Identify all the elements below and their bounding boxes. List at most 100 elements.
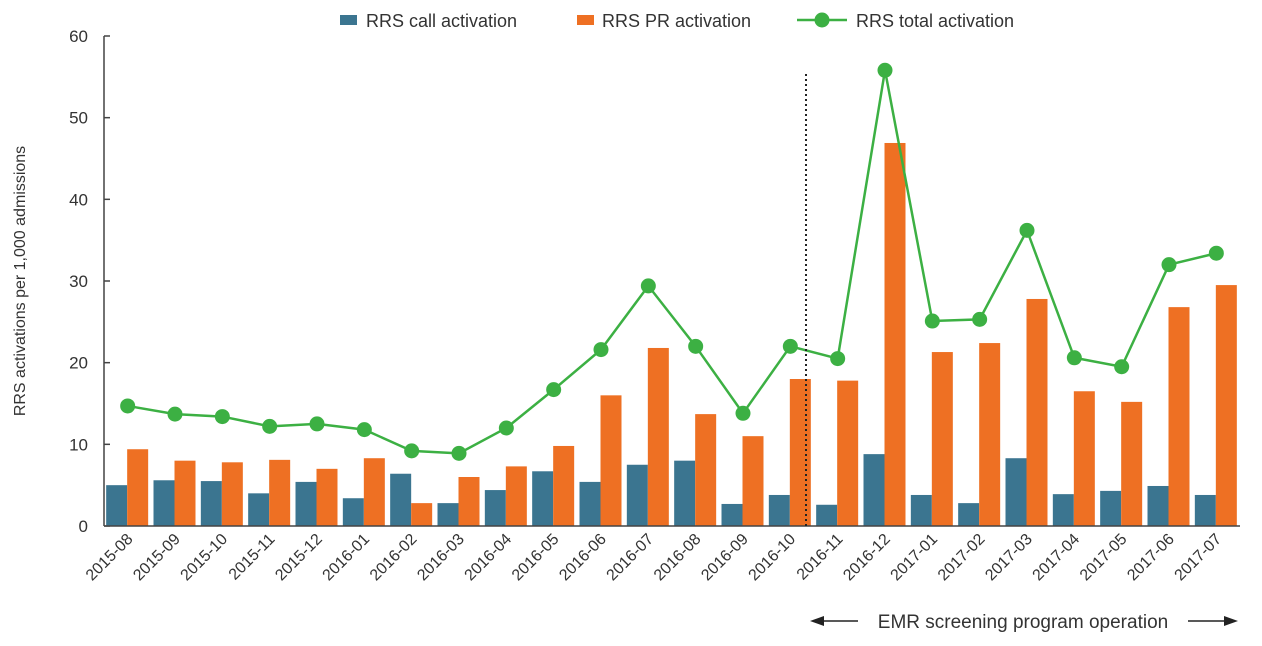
program-arrow-left: [810, 616, 858, 626]
legend-label-call: RRS call activation: [366, 11, 517, 31]
total-activation-point: [498, 420, 514, 436]
total-activation-point: [640, 278, 656, 294]
call-activation-bar: [1052, 494, 1074, 526]
x-tick-label: 2016-06: [556, 531, 610, 585]
program-annotation: EMR screening program operation: [878, 612, 1168, 633]
x-tick-label: 2016-01: [320, 531, 374, 585]
pr-activation-bar: [600, 395, 622, 526]
x-tick-label: 2017-06: [1124, 531, 1178, 585]
total-activation-point: [1208, 245, 1224, 261]
x-tick-label: 2016-03: [414, 531, 468, 585]
total-activation-point: [972, 311, 988, 327]
pr-activation-bar: [221, 462, 243, 526]
total-activation-point: [167, 406, 183, 422]
total-activation-point: [451, 445, 467, 461]
pr-activation-bar: [742, 436, 764, 526]
call-activation-bar: [532, 471, 554, 526]
total-activation-point: [546, 382, 562, 398]
pr-activation-bar: [1026, 298, 1048, 526]
x-tick-label: 2016-07: [604, 531, 658, 585]
total-activation-point: [262, 418, 278, 434]
x-tick-label: 2016-12: [840, 531, 894, 585]
pr-activation-bar: [647, 347, 669, 526]
x-tick-label: 2015-12: [272, 531, 326, 585]
call-activation-bar: [1100, 490, 1122, 526]
legend-label-total: RRS total activation: [856, 11, 1014, 31]
call-activation-bar: [484, 490, 506, 526]
pr-activation-bar: [269, 459, 291, 526]
total-activation-point: [782, 338, 798, 354]
pr-activation-bar: [884, 142, 906, 526]
call-activation-bar: [437, 503, 459, 526]
pr-activation-bar: [1215, 285, 1237, 526]
call-activation-bar: [721, 503, 743, 526]
call-activation-bar: [1005, 458, 1027, 526]
y-tick-label: 10: [69, 435, 88, 454]
x-tick-label: 2017-04: [1030, 531, 1084, 585]
pr-activation-bar: [1073, 391, 1095, 526]
call-activation-bar: [910, 494, 932, 526]
call-activation-bar: [626, 464, 648, 526]
total-activation-point: [404, 443, 420, 459]
call-activation-bar: [200, 481, 222, 526]
y-tick-label: 20: [69, 354, 88, 373]
x-tick-label: 2015-10: [178, 531, 232, 585]
pr-activation-bar: [505, 466, 527, 526]
total-activation-point: [1161, 257, 1177, 273]
total-activation-line: [127, 70, 1217, 455]
call-activation-bar: [768, 494, 790, 526]
x-tick-label: 2017-01: [888, 531, 942, 585]
x-tick-label: 2015-11: [226, 531, 279, 584]
x-tick-label: 2016-10: [746, 531, 800, 585]
legend-swatch-call: [340, 15, 357, 25]
legend-swatch-total-point: [814, 12, 830, 28]
total-activation-point: [309, 416, 325, 432]
pr-activation-bar: [1168, 307, 1190, 526]
y-tick-label: 0: [79, 517, 88, 536]
call-activation-bar: [295, 481, 317, 526]
pr-activation-bar: [316, 468, 338, 526]
total-activation-point: [356, 422, 372, 438]
x-tick-label: 2017-05: [1077, 531, 1131, 585]
pr-activation-bar: [931, 352, 953, 526]
y-tick-label: 50: [69, 109, 88, 128]
total-activation-point: [1019, 222, 1035, 238]
pr-activation-bar: [127, 449, 149, 526]
pr-activation-bar: [411, 503, 433, 526]
call-activation-bar: [958, 503, 980, 526]
total-activation-point: [877, 62, 893, 78]
total-activation-point: [830, 351, 846, 367]
total-activation-point: [735, 405, 751, 421]
x-tick-label: 2016-02: [367, 531, 421, 585]
call-activation-bar: [579, 481, 601, 526]
x-tick-label: 2015-09: [130, 531, 184, 585]
total-activation-point: [1066, 350, 1082, 366]
total-activation-point: [924, 313, 940, 329]
pr-activation-bar: [553, 445, 575, 526]
x-tick-label: 2015-08: [83, 531, 137, 585]
call-activation-bar: [863, 454, 885, 526]
call-activation-bar: [1194, 494, 1216, 526]
legend-swatch-pr: [577, 15, 594, 25]
call-activation-bar: [674, 460, 696, 526]
x-axis: 2015-082015-092015-102015-112015-122016-…: [83, 525, 1240, 585]
pr-activation-bar: [1121, 401, 1143, 526]
legend-label-pr: RRS PR activation: [602, 11, 751, 31]
total-activation-point: [214, 409, 230, 425]
call-activation-bar: [816, 504, 838, 526]
total-activation-point: [1114, 359, 1130, 375]
y-tick-label: 40: [69, 190, 88, 209]
y-axis-label: RRS activations per 1,000 admissions: [12, 146, 29, 416]
call-activation-bar: [248, 493, 270, 526]
pr-activation-bar: [174, 460, 196, 526]
pr-activation-bar: [837, 380, 859, 526]
call-activation-bar: [390, 473, 412, 526]
pr-activation-bar: [363, 458, 385, 526]
x-tick-label: 2016-11: [794, 531, 847, 584]
pr-activation-bar: [789, 379, 811, 526]
y-tick-label: 60: [69, 27, 88, 46]
x-tick-label: 2016-08: [651, 531, 705, 585]
x-tick-label: 2016-09: [698, 531, 752, 585]
y-tick-label: 30: [69, 272, 88, 291]
